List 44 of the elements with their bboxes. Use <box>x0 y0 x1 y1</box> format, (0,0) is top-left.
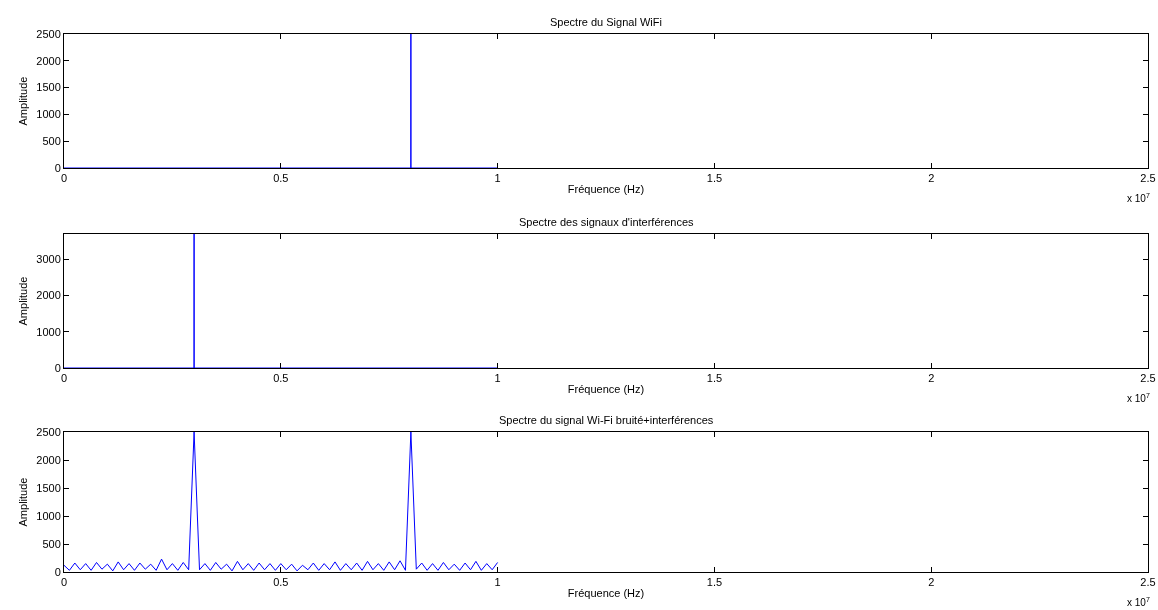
x-tick-label: 2.5 <box>1140 172 1156 185</box>
chart-title: Spectre des signaux d'interférences <box>519 216 695 228</box>
y-tick-label: 500 <box>42 135 61 148</box>
y-tick-label: 2500 <box>36 27 61 40</box>
x-tick-label: 1 <box>494 372 501 385</box>
x-tick-label: 1 <box>494 172 501 185</box>
y-tick-label: 2000 <box>36 453 61 466</box>
chart-title: Spectre du signal Wi-Fi bruité+interférences <box>499 414 714 426</box>
x-tick-label: 2.5 <box>1140 576 1156 589</box>
y-tick-label: 2000 <box>36 289 61 302</box>
y-tick-label: 1000 <box>36 108 61 121</box>
y-tick-label: 1000 <box>36 325 61 338</box>
y-tick-label: 500 <box>42 537 61 550</box>
y-tick-label: 0 <box>54 161 61 174</box>
y-tick-label: 2000 <box>36 54 61 67</box>
x-axis-title: Fréquence (Hz) <box>567 587 645 600</box>
y-axis-title: Amplitude <box>16 276 29 326</box>
x-tick-label: 1.5 <box>706 172 723 185</box>
y-tick-label: 0 <box>54 361 61 374</box>
x-tick-label: 2 <box>928 372 935 385</box>
x-tick-label: 1.5 <box>706 576 723 589</box>
y-tick-label: 3000 <box>36 253 61 266</box>
y-tick-label: 1500 <box>36 481 61 494</box>
x-tick-label: 0.5 <box>273 372 289 385</box>
x-tick-label: 2 <box>928 172 935 185</box>
x-tick-label: 1.5 <box>706 372 723 385</box>
text: x 10$^{7}$ <box>1127 192 1150 205</box>
y-tick-label: 0 <box>54 565 61 578</box>
x-tick-label: 1 <box>494 576 501 589</box>
x-tick-label: 2.5 <box>1140 372 1156 385</box>
y-tick-label: 1500 <box>36 81 61 94</box>
chart-title: Spectre du Signal WiFi <box>550 16 662 28</box>
y-tick-label: 1000 <box>36 509 61 522</box>
y-axis-title: Amplitude <box>16 477 29 527</box>
x-tick-label: 2 <box>928 576 935 589</box>
x-axis-title: Fréquence (Hz) <box>567 383 645 396</box>
y-tick-label: 2500 <box>36 425 61 438</box>
line-series <box>64 432 499 572</box>
text: x 10$^{7}$ <box>1127 392 1150 405</box>
x-tick-label: 0.5 <box>273 172 289 185</box>
text: x 10$^{7}$ <box>1127 596 1150 609</box>
y-axis-title: Amplitude <box>16 76 29 126</box>
x-axis-title: Fréquence (Hz) <box>567 183 645 196</box>
x-tick-label: 0.5 <box>273 576 289 589</box>
